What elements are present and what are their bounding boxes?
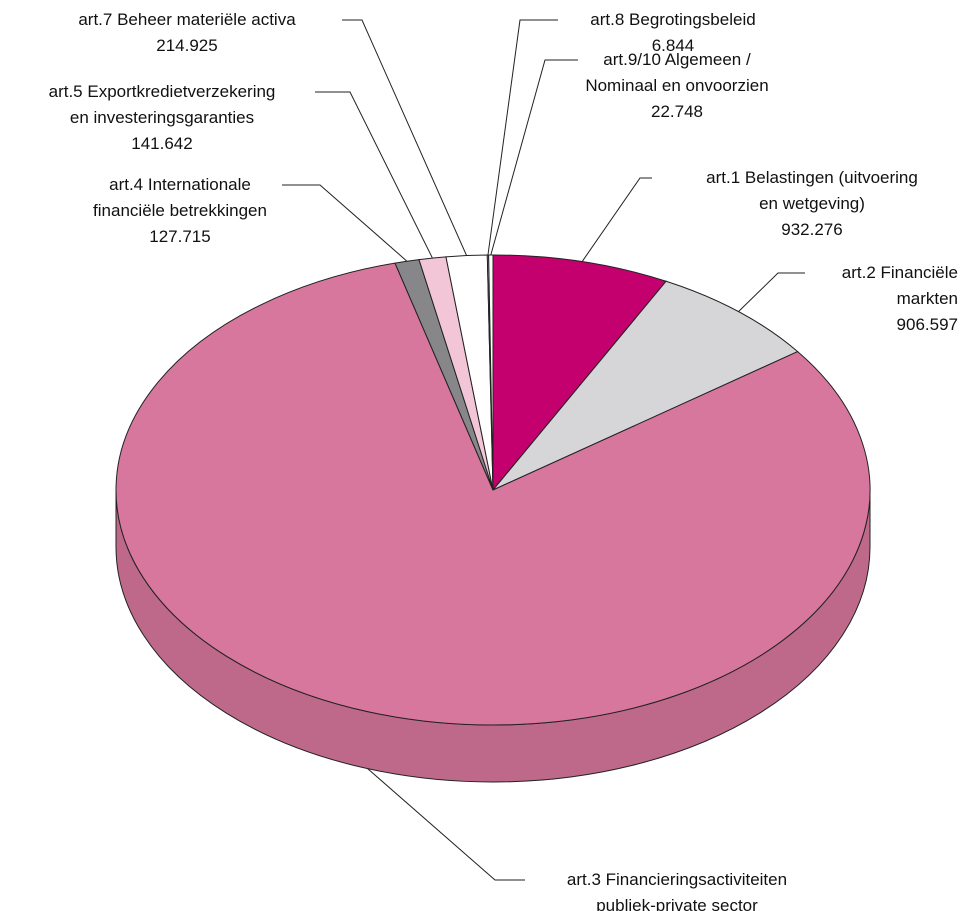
leader-line xyxy=(581,177,652,262)
category-label: art.5 Exportkredietverzekering en invest… xyxy=(48,82,276,127)
leader-line xyxy=(490,59,578,256)
slice xyxy=(115,262,871,726)
category-label: art.1 Belastingen (uitvoering en wetgevi… xyxy=(706,168,918,213)
tops xyxy=(115,254,871,726)
category-label: art.4 Internationale financiële betrekki… xyxy=(93,175,267,220)
value-label: 22.748 xyxy=(651,102,703,121)
value-label: 906.597 xyxy=(896,315,958,334)
value-label: 6.844 xyxy=(651,36,695,55)
category-label: art.8 Begrotingsbeleid xyxy=(590,10,756,29)
category-label: art.2 Financiële markten xyxy=(841,263,958,308)
slice-label: art.3 Financieringsactiviteiten publiek-… xyxy=(477,867,877,911)
slice xyxy=(492,280,799,491)
value-label: 214.925 xyxy=(156,36,218,55)
slice-label: art.1 Belastingen (uitvoering en wetgevi… xyxy=(612,165,975,243)
slice-label: art.7 Beheer materiële activa 214.925 xyxy=(0,7,387,59)
slice-label: art.8 Begrotingsbeleid 6.844 xyxy=(473,7,873,59)
category-label: art.7 Beheer materiële activa xyxy=(78,10,296,29)
slice-label: art.2 Financiële markten 906.597 xyxy=(842,260,958,338)
value-label: 932.276 xyxy=(781,220,843,239)
leader-line xyxy=(367,768,525,881)
leader-line xyxy=(487,19,558,256)
slice-label: art.9/10 Algemeen / Nominaal en onvoorzi… xyxy=(477,47,877,125)
value-label: 141.642 xyxy=(131,134,193,153)
category-label: art.3 Financieringsactiviteiten publiek-… xyxy=(566,870,788,911)
slice-label: art.4 Internationale financiële betrekki… xyxy=(0,172,380,250)
slice-label: art.5 Exportkredietverzekering en invest… xyxy=(0,79,362,157)
value-label: 127.715 xyxy=(149,227,211,246)
leader-line xyxy=(738,272,805,312)
leader-line xyxy=(342,19,468,256)
category-label: art.9/10 Algemeen / Nominaal en onvoorzi… xyxy=(585,50,769,95)
leader-line xyxy=(315,91,433,259)
leader-line xyxy=(282,184,408,262)
